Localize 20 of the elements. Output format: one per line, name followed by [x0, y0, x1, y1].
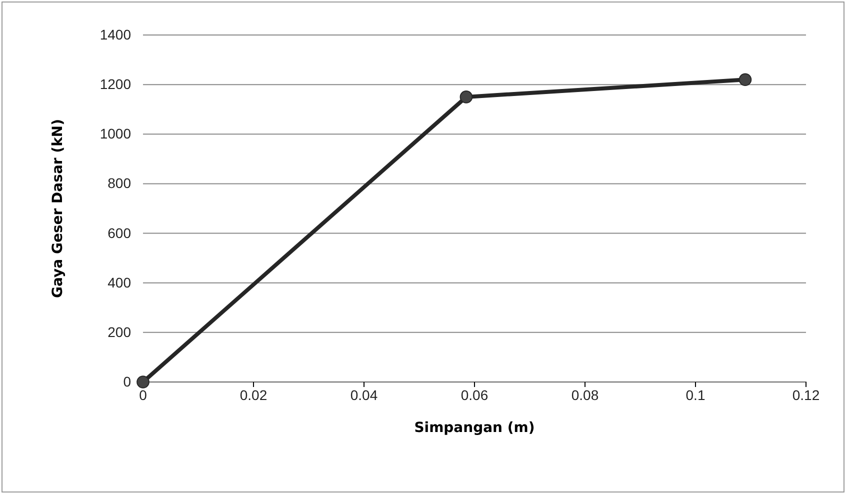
point — [460, 90, 473, 104]
y-tick-label: 600 — [108, 224, 132, 241]
x-tick-label: 0.06 — [460, 386, 488, 403]
x-tick-label: 0.12 — [792, 386, 820, 403]
y-tick-label: 1200 — [100, 76, 132, 92]
y-tick-label: 1400 — [100, 26, 132, 42]
point — [738, 73, 752, 86]
x-tick-label: 0.08 — [571, 386, 599, 403]
y-axis-title: Gaya Geser Dasar (kN) — [50, 119, 66, 298]
x-axis-title: Simpangan (m) — [414, 420, 535, 436]
x-tick-label: 0.1 — [686, 386, 706, 403]
x-tick-label: 0.02 — [240, 386, 268, 403]
point — [136, 376, 150, 388]
y-tick-label: 0 — [123, 373, 132, 390]
x-tick-label: 0 — [139, 386, 148, 403]
y-tick-label: 1000 — [100, 126, 132, 142]
y-tick-label: 200 — [108, 324, 132, 340]
x-tick-label: 0.04 — [350, 386, 378, 403]
y-tick-label: 400 — [108, 274, 132, 290]
y-tick-label: 800 — [108, 175, 132, 192]
